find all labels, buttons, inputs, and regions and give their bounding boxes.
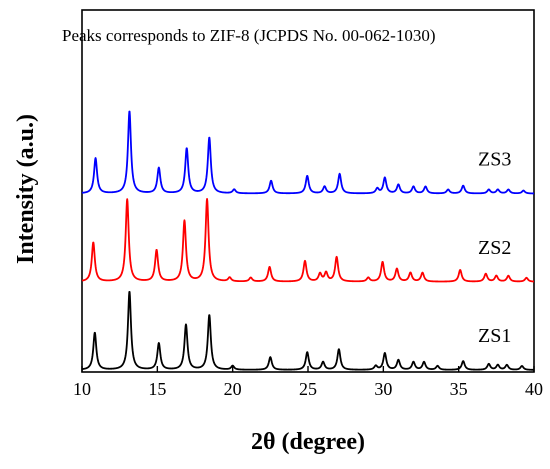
- x-tick-label: 20: [224, 379, 242, 399]
- series-line-zs3: [81, 110, 535, 195]
- series-layer: ZS3 ZS2 ZS1: [81, 110, 535, 371]
- series-label-zs1: ZS1: [478, 325, 511, 347]
- series-label-zs2: ZS2: [478, 237, 511, 259]
- x-axis-ticks: 10 15 20 25 30 35 40: [73, 366, 543, 399]
- x-axis-title: 2θ (degree): [251, 429, 365, 455]
- x-tick-label: 30: [374, 379, 392, 399]
- chart-annotation: Peaks corresponds to ZIF-8 (JCPDS No. 00…: [62, 26, 436, 45]
- series-line-zs2: [81, 198, 535, 283]
- x-tick-label: 10: [73, 379, 91, 399]
- x-tick-label: 35: [450, 379, 468, 399]
- y-axis-title: Intensity (a.u.): [13, 114, 39, 264]
- x-tick-label: 40: [525, 379, 543, 399]
- x-tick-label: 15: [148, 379, 166, 399]
- series-line-zs1: [81, 290, 535, 371]
- series-label-zs3: ZS3: [478, 149, 511, 171]
- x-tick-label: 25: [299, 379, 317, 399]
